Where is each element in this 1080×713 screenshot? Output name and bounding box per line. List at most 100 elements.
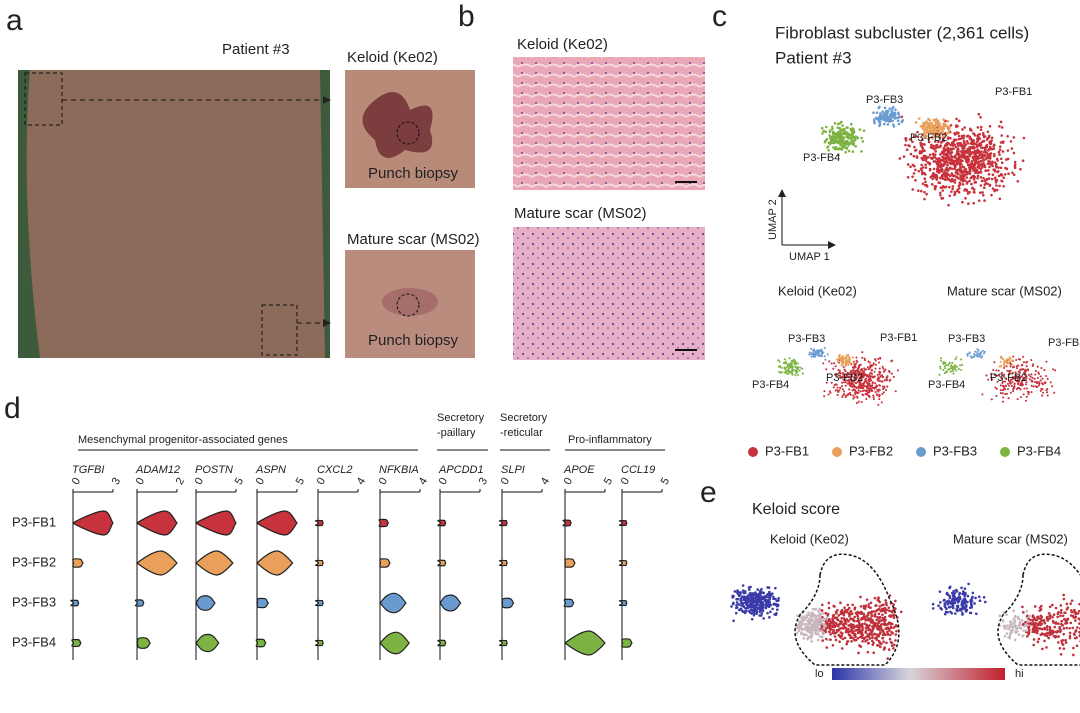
panel-title: Keloid score — [752, 501, 840, 518]
cell-dot — [938, 373, 941, 376]
cell-dot — [849, 122, 853, 126]
cell-dot — [884, 599, 887, 602]
cell-dot — [1015, 367, 1019, 370]
cell-dot — [977, 160, 981, 164]
cell-dot — [948, 362, 951, 365]
cell-dot — [1018, 380, 1021, 383]
cell-dot — [1043, 381, 1046, 384]
cell-dot — [1025, 381, 1028, 384]
cell-dot — [877, 403, 880, 406]
cell-dot — [1016, 398, 1019, 401]
cell-dot — [857, 626, 861, 629]
cell-dot — [851, 637, 855, 640]
cell-dot — [866, 650, 870, 654]
cell-dot — [857, 365, 861, 368]
cell-dot — [858, 371, 861, 374]
cell-dot — [852, 356, 855, 359]
cell-dot — [923, 143, 926, 146]
cell-dot — [863, 381, 866, 384]
colorbar-low: lo — [815, 668, 824, 680]
cell-dot — [853, 136, 857, 140]
cell-dot — [975, 353, 978, 356]
cell-dot — [843, 356, 847, 359]
cell-dot — [954, 145, 958, 149]
cell-dot — [859, 595, 862, 599]
cell-dot — [961, 128, 964, 131]
cell-dot — [999, 356, 1003, 359]
cell-dot — [999, 392, 1003, 395]
cell-dot — [933, 153, 937, 156]
cell-dot — [1070, 599, 1074, 602]
cell-dot — [823, 390, 826, 393]
cell-dot — [990, 147, 994, 151]
cell-dot — [888, 107, 892, 110]
cell-dot — [828, 142, 832, 146]
cell-dot — [925, 127, 929, 130]
cell-dot — [944, 168, 947, 172]
cell-dot — [933, 140, 937, 143]
cell-dot — [879, 356, 882, 360]
cell-dot — [824, 629, 827, 633]
cell-dot — [901, 119, 904, 122]
cell-dot — [995, 374, 999, 377]
cell-dot — [828, 630, 831, 634]
cell-dot — [995, 394, 998, 397]
violin — [195, 550, 234, 576]
cell-dot — [892, 375, 895, 378]
cell-dot — [1001, 400, 1005, 403]
cell-dot — [1003, 359, 1006, 362]
cell-dot — [851, 142, 855, 146]
cell-dot — [758, 614, 762, 617]
cell-dot — [1009, 391, 1012, 394]
cell-dot — [869, 388, 872, 391]
cell-dot — [854, 635, 857, 639]
cell-dot — [961, 136, 965, 140]
cell-dot — [862, 129, 866, 132]
cell-dot — [854, 629, 857, 632]
cell-dot — [939, 601, 942, 604]
cell-dot — [793, 363, 796, 366]
cell-dot — [955, 117, 958, 121]
cell-dot — [916, 135, 920, 139]
cell-dot — [961, 169, 964, 173]
cell-dot — [925, 134, 928, 138]
cell-dot — [824, 611, 828, 615]
cell-dot — [988, 183, 992, 187]
cell-dot — [751, 592, 755, 595]
cell-dot — [887, 627, 891, 631]
group-label: -reticular — [500, 427, 543, 439]
cell-dot — [849, 385, 852, 388]
cell-dot — [885, 641, 888, 645]
cell-dot — [1027, 391, 1030, 394]
cell-dot — [836, 393, 839, 396]
cell-dot — [947, 142, 951, 145]
cell-dot — [885, 623, 888, 627]
cell-dot — [823, 355, 826, 358]
cell-dot — [851, 603, 854, 607]
cell-dot — [1012, 385, 1015, 388]
cell-dot — [1048, 605, 1052, 609]
cell-dot — [837, 372, 841, 375]
cell-dot — [1000, 173, 1004, 177]
cell-dot — [894, 599, 897, 603]
cell-dot — [798, 620, 802, 623]
cell-dot — [991, 378, 994, 381]
cell-dot — [1021, 384, 1024, 387]
cell-dot — [761, 606, 765, 609]
cell-dot — [777, 597, 780, 600]
cell-dot — [852, 368, 855, 371]
cell-dot — [991, 160, 994, 164]
cell-dot — [877, 607, 881, 611]
cell-dot — [883, 112, 886, 116]
cell-dot — [851, 150, 855, 153]
cell-dot — [856, 631, 860, 635]
cell-dot — [840, 120, 843, 124]
group-label: Mesenchymal progenitor-associated genes — [78, 434, 288, 446]
cell-dot — [875, 638, 879, 641]
row-label: P3-FB2 — [12, 554, 56, 569]
cell-dot — [935, 177, 938, 181]
cell-dot — [876, 616, 879, 619]
legend-dot — [916, 447, 926, 457]
cell-dot — [937, 125, 941, 128]
cell-dot — [867, 633, 870, 637]
